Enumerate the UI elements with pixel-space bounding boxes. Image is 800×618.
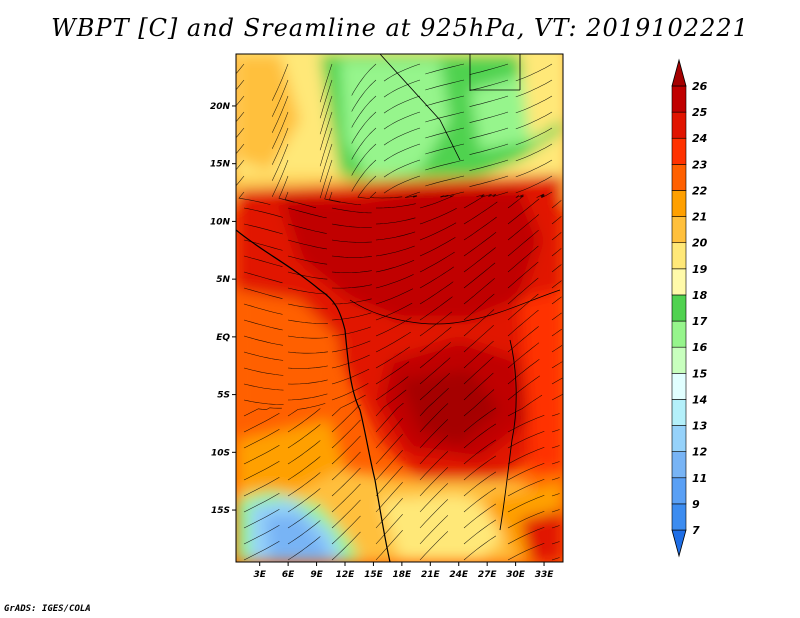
- y-tick-label: 5S: [217, 391, 230, 401]
- colorbar-swatch: [671, 85, 687, 113]
- colorbar-swatch: [671, 111, 687, 139]
- colorbar: 7 9 11 12 13 14 15 16 17 18 19 20 21 22 23 24 25 26: [671, 58, 708, 558]
- colorbar-swatch: [671, 503, 687, 531]
- colorbar-label: 9: [692, 498, 700, 511]
- colorbar-swatch: [671, 216, 687, 244]
- y-tick-label: 15S: [211, 506, 230, 516]
- x-tick-label: 12E: [336, 570, 356, 580]
- colorbar-label: 16: [692, 341, 708, 354]
- colorbar-swatch: [671, 137, 687, 165]
- y-tick-label: 10S: [211, 448, 230, 458]
- colorbar-swatch: [671, 58, 687, 87]
- colorbar-label: 15: [692, 367, 708, 380]
- colorbar-label: 23: [692, 158, 708, 171]
- wbpt-field: [236, 54, 563, 562]
- x-tick-label: 6E: [282, 570, 295, 580]
- colorbar-swatch: [671, 425, 687, 452]
- x-tick-label: 9E: [310, 570, 323, 580]
- grads-credit: GrADS: IGES/COLA: [4, 604, 91, 614]
- colorbar-label: 14: [692, 393, 707, 406]
- colorbar-label: 21: [692, 211, 707, 224]
- colorbar-label: 12: [692, 446, 708, 459]
- colorbar-label: 25: [692, 106, 708, 119]
- colorbar-label: 20: [692, 237, 708, 250]
- colorbar-label: 17: [692, 315, 708, 328]
- colorbar-swatch: [671, 529, 687, 558]
- colorbar-swatch: [671, 320, 687, 348]
- colorbar-swatch: [671, 451, 687, 479]
- x-tick-label: 21E: [421, 570, 441, 580]
- x-tick-label: 3E: [253, 570, 266, 580]
- colorbar-label: 18: [692, 289, 708, 302]
- x-tick-label: 30E: [506, 570, 526, 580]
- colorbar-label: 11: [692, 472, 707, 485]
- y-tick-label: 20N: [210, 102, 231, 112]
- x-tick-label: 33E: [535, 570, 555, 580]
- y-tick-label: 10N: [210, 217, 231, 227]
- colorbar-swatch: [671, 294, 687, 322]
- y-axis: 20N 15N 10N 5N EQ 5S 10S 15S: [210, 102, 236, 516]
- colorbar-swatch: [671, 242, 687, 270]
- colorbar-swatch: [671, 164, 687, 191]
- colorbar-label: 13: [692, 420, 708, 433]
- colorbar-swatch: [671, 190, 687, 217]
- colorbar-swatch: [671, 372, 687, 400]
- colorbar-swatch: [671, 346, 687, 374]
- y-tick-label: EQ: [216, 333, 230, 343]
- x-axis: 3E 6E 9E 12E 15E 18E 21E 24E 27E 30E 33E: [253, 562, 554, 580]
- colorbar-label: 22: [692, 184, 708, 197]
- streamlines: [236, 63, 563, 561]
- chart-title: WBPT [C] and Sreamline at 925hPa, VT: 20…: [51, 14, 749, 42]
- colorbar-swatch: [671, 268, 687, 296]
- y-tick-label: 5N: [216, 275, 230, 285]
- colorbar-label: 24: [692, 132, 707, 145]
- x-tick-label: 24E: [449, 570, 469, 580]
- colorbar-label: 19: [692, 263, 708, 276]
- colorbar-swatch: [671, 477, 687, 505]
- x-tick-label: 15E: [364, 570, 384, 580]
- colorbar-swatch: [671, 399, 687, 426]
- colorbar-label: 7: [692, 524, 700, 537]
- y-tick-label: 15N: [210, 160, 231, 170]
- colorbar-label: 26: [692, 80, 708, 93]
- x-tick-label: 18E: [393, 570, 413, 580]
- x-tick-label: 27E: [478, 570, 498, 580]
